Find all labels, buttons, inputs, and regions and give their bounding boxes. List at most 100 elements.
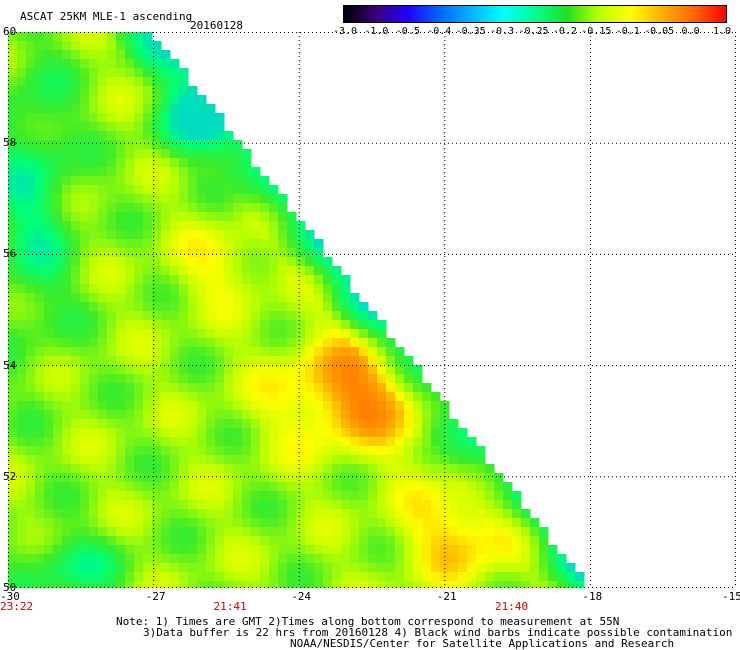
data-cell [530,563,540,573]
data-cell [26,212,36,222]
data-cell [278,491,288,501]
data-cell [152,329,162,339]
data-cell [125,374,135,384]
data-cell [323,284,333,294]
data-cell [350,518,360,528]
data-cell [143,167,153,177]
data-cell [143,518,153,528]
data-cell [125,536,135,546]
data-cell [107,140,117,150]
data-cell [458,464,468,474]
data-cell [422,473,432,483]
data-cell [44,320,54,330]
data-cell [188,266,198,276]
data-cell [116,275,126,285]
data-cell [62,113,72,123]
data-cell [323,581,333,588]
data-cell [404,428,414,438]
data-cell [179,284,189,294]
data-cell [26,527,36,537]
data-cell [485,509,495,519]
data-cell [251,185,261,195]
data-cell [143,149,153,159]
data-cell [278,239,288,249]
data-cell [8,464,18,474]
data-cell [377,527,387,537]
data-cell [368,383,378,393]
data-cell [53,266,63,276]
data-cell [386,563,396,573]
data-cell [287,437,297,447]
data-cell [197,167,207,177]
data-cell [134,311,144,321]
data-cell [179,446,189,456]
data-cell [314,293,324,303]
data-cell [485,491,495,501]
data-cell [287,482,297,492]
data-cell [332,320,342,330]
data-cell [53,293,63,303]
data-cell [215,140,225,150]
data-cell [260,311,270,321]
data-cell [341,527,351,537]
data-cell [62,131,72,141]
data-cell [134,68,144,78]
data-cell [521,581,531,588]
data-cell [89,248,99,258]
data-cell [107,374,117,384]
data-cell [44,167,54,177]
data-cell [143,302,153,312]
data-cell [206,149,216,159]
data-cell [62,347,72,357]
data-cell [62,554,72,564]
data-cell [143,221,153,231]
data-cell [233,266,243,276]
data-cell [251,266,261,276]
data-cell [404,419,414,429]
data-cell [341,545,351,555]
data-cell [269,455,279,465]
data-cell [116,365,126,375]
data-cell [98,356,108,366]
data-cell [305,428,315,438]
color-scale-label: -0.25 [518,26,549,37]
data-cell [350,401,360,411]
data-cell [224,419,234,429]
data-cell [80,428,90,438]
data-cell [53,104,63,114]
data-cell [260,248,270,258]
data-cell [8,554,18,564]
data-cell [161,230,171,240]
data-cell [17,50,27,60]
data-cell [395,527,405,537]
data-cell [269,581,279,588]
data-cell [269,554,279,564]
data-cell [260,509,270,519]
data-cell [71,284,81,294]
data-cell [269,275,279,285]
data-cell [107,32,117,42]
data-cell [170,446,180,456]
data-cell [278,482,288,492]
data-cell [431,446,441,456]
data-cell [89,167,99,177]
data-cell [35,284,45,294]
data-cell [80,437,90,447]
data-cell [125,518,135,528]
data-cell [224,266,234,276]
data-cell [62,446,72,456]
data-cell [296,329,306,339]
data-cell [341,509,351,519]
data-cell [359,473,369,483]
data-cell [17,302,27,312]
data-cell [386,401,396,411]
data-cell [89,176,99,186]
data-cell [215,491,225,501]
data-cell [395,473,405,483]
data-cell [197,113,207,123]
data-cell [197,95,207,105]
data-cell [170,392,180,402]
data-cell [323,518,333,528]
data-cell [170,482,180,492]
data-cell [350,554,360,564]
